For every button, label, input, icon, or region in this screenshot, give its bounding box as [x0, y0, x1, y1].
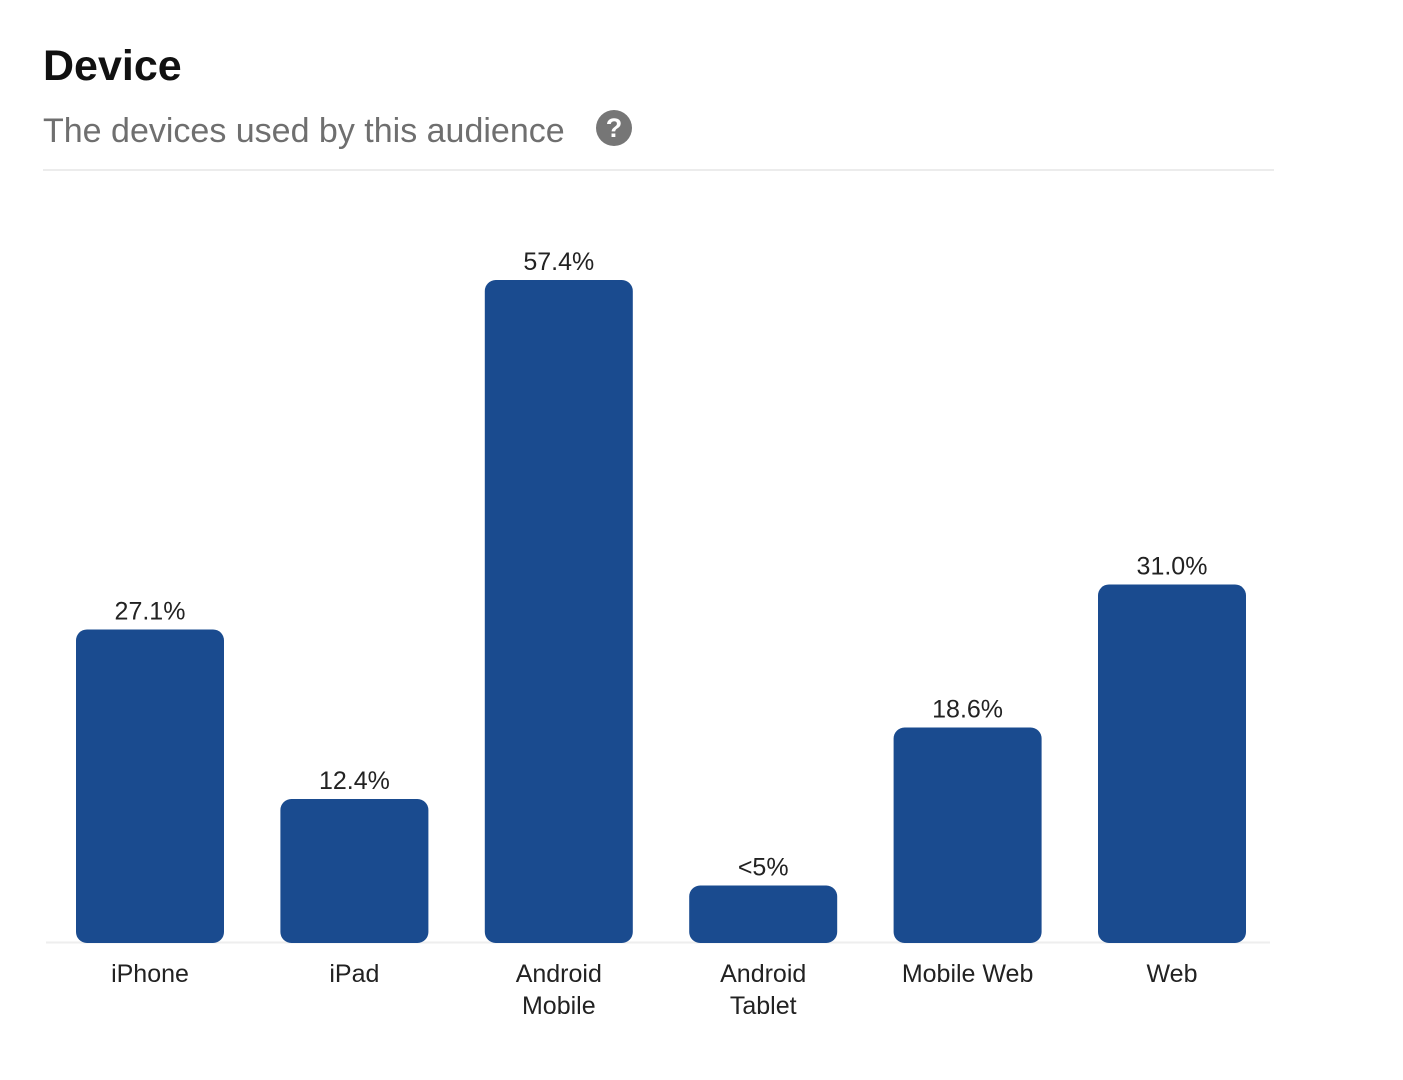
page-subtitle: The devices used by this audience: [43, 112, 565, 150]
bar-ipad[interactable]: [280, 798, 429, 943]
data-label: 18.6%: [932, 695, 1003, 723]
data-label: 12.4%: [319, 767, 390, 795]
category-label: Mobile Web: [902, 960, 1034, 988]
data-label: 57.4%: [523, 248, 594, 276]
category-label: Tablet: [730, 992, 797, 1020]
bar-iphone[interactable]: [76, 629, 224, 943]
category-label: Web: [1147, 960, 1198, 988]
bar-android-tablet[interactable]: [689, 885, 838, 943]
divider: [43, 169, 1274, 171]
question-circle-icon[interactable]: ?: [596, 110, 632, 146]
category-label: Android: [720, 960, 806, 988]
bar-mobile-web[interactable]: [893, 727, 1042, 943]
bar-android-mobile[interactable]: [484, 280, 633, 943]
category-label: iPad: [329, 960, 379, 988]
category-label: Android: [516, 960, 602, 988]
category-label: Mobile: [522, 992, 596, 1020]
data-label: <5%: [738, 853, 789, 881]
data-label: 31.0%: [1137, 552, 1208, 580]
data-label: 27.1%: [115, 597, 186, 625]
bar-web[interactable]: [1098, 584, 1246, 943]
category-label: iPhone: [111, 960, 189, 988]
page-title: Device: [43, 42, 182, 90]
